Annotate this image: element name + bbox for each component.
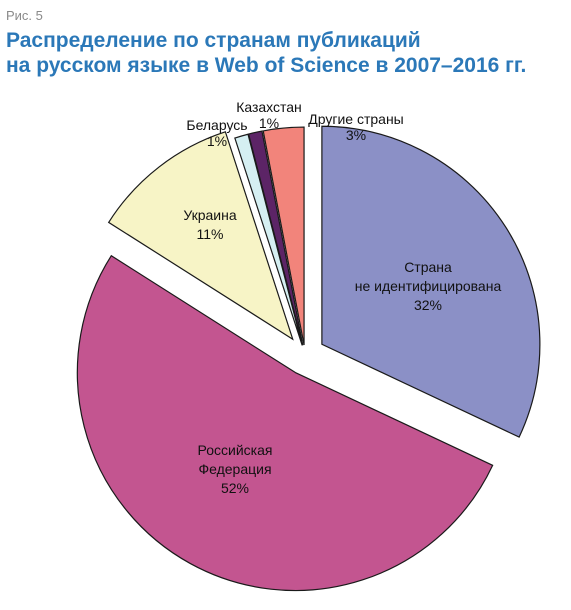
chart-title-line-2: на русском языке в Web of Science в 2007… [6,54,527,77]
pie-slice-5 [247,130,304,346]
slice-label-6: Другие страны 3% [308,111,404,143]
slice-value-2: 52% [221,480,249,496]
pie-slice-1 [321,125,541,438]
pie-slice-3 [107,131,294,341]
slice-label-3: Украина 11% [183,207,237,242]
chart-title: Распределение по странам публикаций на р… [6,28,566,78]
slice-label-1: Страна не идентифицирована 32% [355,259,502,313]
chart-title-line-1: Распределение по странам публикаций [6,29,421,52]
slice-label-5: Казахстан 1% [236,99,302,131]
slice-value-1: 32% [414,297,442,313]
pie-slices [76,125,541,592]
pie-slice-2 [76,254,494,592]
pie-slice-4 [234,133,303,346]
figure-label: Рис. 5 [6,8,43,23]
slice-value-6: 3% [346,127,366,143]
pie-slice-6 [262,126,305,346]
pie-labels: Страна не идентифицирована 32% Российская Фе… [183,99,501,496]
slice-label-2: Российская Федерация 52% [198,442,273,496]
slice-value-3: 11% [197,226,224,242]
slice-label-4: Беларусь 1% [186,117,247,149]
slice-value-4: 1% [207,133,227,149]
slice-value-5: 1% [259,115,279,131]
